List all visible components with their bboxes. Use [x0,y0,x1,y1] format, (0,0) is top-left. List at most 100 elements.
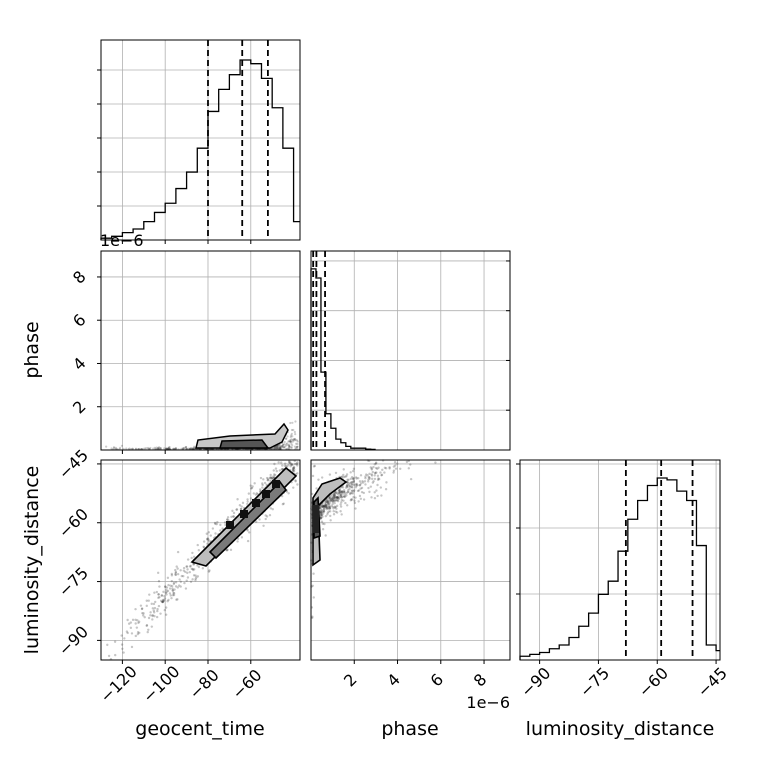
geocent-distance-point [270,476,274,480]
geocent-phase-point [289,438,292,442]
phase-distance-point [381,468,384,472]
geocent-distance-point [291,468,295,471]
geocent-distance-point [168,592,172,595]
geocent-distance-point [206,537,210,540]
phase-distance-point [345,475,348,478]
geocent-distance-point [205,532,209,535]
phase-distance-point [344,501,347,505]
phase-distance-point [358,483,361,487]
geocent-distance-point [165,586,169,589]
geocent-distance-point [241,501,245,505]
phase-distance-point [360,486,364,490]
phase-distance-point [368,490,371,494]
geocent-distance-point [287,492,290,495]
phase-distance-point [344,475,347,478]
geocent-phase-point [295,439,299,442]
phase-distance-point [330,498,333,501]
geocent-phase-point [184,445,188,449]
geocent-distance-point [249,484,252,487]
phase-distance-point [326,500,330,504]
phase-distance-point [319,507,322,511]
geocent-distance-point [290,463,293,466]
phase-distance-point [336,499,340,503]
geocent-phase-point [276,447,279,451]
geocent-distance-point [152,602,156,606]
geocent-phase-point [276,446,279,449]
geocent-distance-point [134,622,137,625]
geocent-distance-point [246,539,250,543]
geocent-distance-point [283,462,287,465]
geocent-distance-point [262,478,265,481]
phase-distance-point [342,489,346,492]
geocent-distance-point [214,532,217,535]
geocent-distance-point [151,613,154,617]
geocent-xtick-label: −120 [96,662,141,707]
geocent-distance-point [134,634,138,638]
phase-distance-point [331,497,334,500]
phase-distance-point [332,498,335,501]
geocent-distance-point [137,621,140,625]
geocent-distance-point [239,507,243,511]
phase-distance-point [334,495,337,498]
phase-distance-point [334,510,337,513]
geocent-phase-point [193,445,196,448]
phase-distance-point [352,467,356,471]
geocent-distance-point [185,565,189,568]
phase-ytick-label: 4 [69,354,90,375]
phase-distance-point [352,479,355,483]
geocent-distance-point [186,571,189,575]
geocent-distance-point [263,481,267,485]
geocent-distance-point [281,467,284,471]
phase-distance-point [333,499,337,502]
geocent-distance-point [280,494,284,498]
geocent-distance-point [142,614,145,617]
geocent-phase-point [131,447,134,450]
geocent-distance-point [240,536,244,539]
geocent-distance-point [284,464,288,468]
phase-distance-point [319,506,322,509]
geocent-distance-point [271,507,274,511]
phase-distance-point [338,490,342,493]
phase-distance-point [375,489,378,492]
geocent-distance-point [207,539,210,543]
phase-distance-point [332,509,335,513]
geocent-distance-point [280,468,284,471]
phase-distance-point [344,495,347,498]
phase-distance-point [319,511,322,515]
geocent-phase-point [110,447,113,450]
geocent-distance-point [161,600,165,603]
geocent-distance-point [219,523,222,527]
geocent-distance-point [208,569,211,572]
geocent-distance-point [202,540,206,543]
geocent-distance-point [292,469,296,473]
geocent-phase-point [105,445,108,448]
phase-distance-point [384,488,388,491]
phase-distance-point [339,493,342,497]
geocent-distance-point [261,486,264,489]
geocent-phase-point [275,447,278,450]
geocent-phase-point [289,440,293,443]
geocent-phase-point [289,434,293,437]
geocent-distance-point [136,619,139,622]
geocent-distance-point [292,466,296,469]
phase-distance-point [354,486,358,489]
phase-distance-point [326,502,330,506]
geocent-distance-point [192,555,196,559]
geocent-distance-point [292,465,296,469]
phase-distance-density-cell [313,505,319,533]
phase-distance-point [331,505,335,509]
geocent-distance-point [266,479,269,482]
geocent-phase-point [287,440,290,443]
geocent-distance-point [189,564,192,568]
geocent-phase-point [149,446,152,450]
phase-distance-point [372,465,375,469]
geocent-phase-point [128,447,131,450]
geocent-distance-point [153,614,156,618]
phase-distance-point [347,478,350,481]
phase-distance-point [356,489,360,493]
geocent-phase-point [277,447,280,450]
phase-distance-point [348,484,352,488]
geocent-distance-density-cell [272,480,280,488]
phase-distance-point [334,492,337,495]
phase-distance-point [352,476,355,480]
